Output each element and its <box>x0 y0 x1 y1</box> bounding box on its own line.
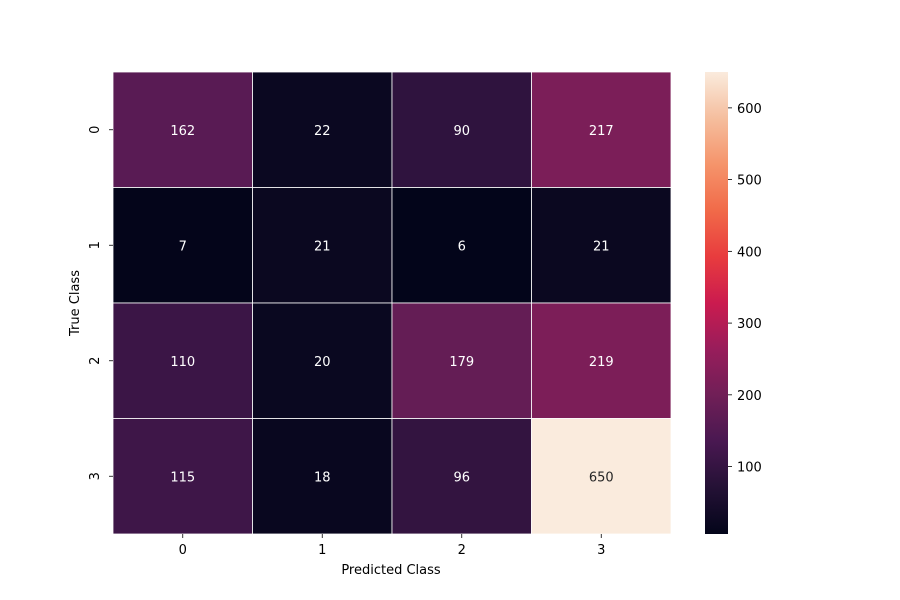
colorbar-tick-label-2: 300 <box>737 317 762 332</box>
heatmap-cell-r2-c3 <box>531 302 672 419</box>
colorbar-tick-label-4: 500 <box>737 174 762 189</box>
heatmap-cell-r1-c2 <box>391 187 532 304</box>
cell-value-r3-c3: 650 <box>589 470 614 485</box>
heatmap-cell-r0-c1 <box>252 71 393 188</box>
cell-value-r0-c3: 217 <box>589 124 614 139</box>
colorbar-tick-label-1: 200 <box>737 389 762 404</box>
heatmap-cell-r1-c1 <box>252 187 393 304</box>
y-axis-label: True Class <box>68 270 83 337</box>
colorbar-tick-label-5: 600 <box>737 102 762 117</box>
cell-value-r3-c2: 96 <box>453 470 470 485</box>
heatmap-cell-labels: 162 22 90 217 7 21 6 21 110 20 179 219 115 18 96 650 <box>170 124 613 486</box>
cell-value-r2-c1: 20 <box>314 355 331 370</box>
heatmap-cell-r3-c2 <box>391 418 532 535</box>
x-axis-label: Predicted Class <box>341 563 441 578</box>
cell-value-r0-c1: 22 <box>314 124 331 139</box>
cell-value-r0-c2: 90 <box>453 124 470 139</box>
cell-value-r2-c0: 110 <box>170 355 195 370</box>
heatmap-cell-r3-c0 <box>112 418 253 535</box>
cell-value-r1-c0: 7 <box>179 239 187 254</box>
x-tick-label-3: 3 <box>597 543 605 558</box>
cell-value-r1-c3: 21 <box>593 239 610 254</box>
y-tick-label-3: 3 <box>88 472 103 480</box>
cell-value-r1-c2: 6 <box>458 239 466 254</box>
cell-value-r3-c0: 115 <box>170 470 195 485</box>
cell-value-r0-c0: 162 <box>170 124 195 139</box>
x-tick-label-2: 2 <box>458 543 466 558</box>
x-tick-label-0: 0 <box>179 543 187 558</box>
y-tick-label-1: 1 <box>88 241 103 249</box>
heatmap-cells <box>112 71 672 535</box>
heatmap-cell-r0-c0 <box>112 71 253 188</box>
cell-value-r2-c2: 179 <box>449 355 474 370</box>
heatmap-cell-r1-c3 <box>531 187 672 304</box>
heatmap-cell-r3-c1 <box>252 418 393 535</box>
heatmap-cell-r0-c2 <box>391 71 532 188</box>
colorbar-ticks: 100 200 300 400 500 600 <box>728 102 762 476</box>
y-tick-label-0: 0 <box>88 126 103 134</box>
x-axis: 0 1 2 3 <box>179 534 605 558</box>
heatmap-cell-r0-c3 <box>531 71 672 188</box>
cell-value-r3-c1: 18 <box>314 470 331 485</box>
heatmap-cell-r3-c3 <box>531 418 672 535</box>
colorbar-gradient <box>705 72 728 534</box>
heatmap-cell-r1-c0 <box>112 187 253 304</box>
cell-value-r1-c1: 21 <box>314 239 331 254</box>
y-axis: 0 1 2 3 <box>88 126 113 480</box>
cell-value-r2-c3: 219 <box>589 355 614 370</box>
y-tick-label-2: 2 <box>88 357 103 365</box>
colorbar: 100 200 300 400 500 600 <box>705 72 762 534</box>
x-tick-label-1: 1 <box>318 543 326 558</box>
heatmap-cell-r2-c1 <box>252 302 393 419</box>
colorbar-tick-label-3: 400 <box>737 245 762 260</box>
colorbar-tick-label-0: 100 <box>737 461 762 476</box>
